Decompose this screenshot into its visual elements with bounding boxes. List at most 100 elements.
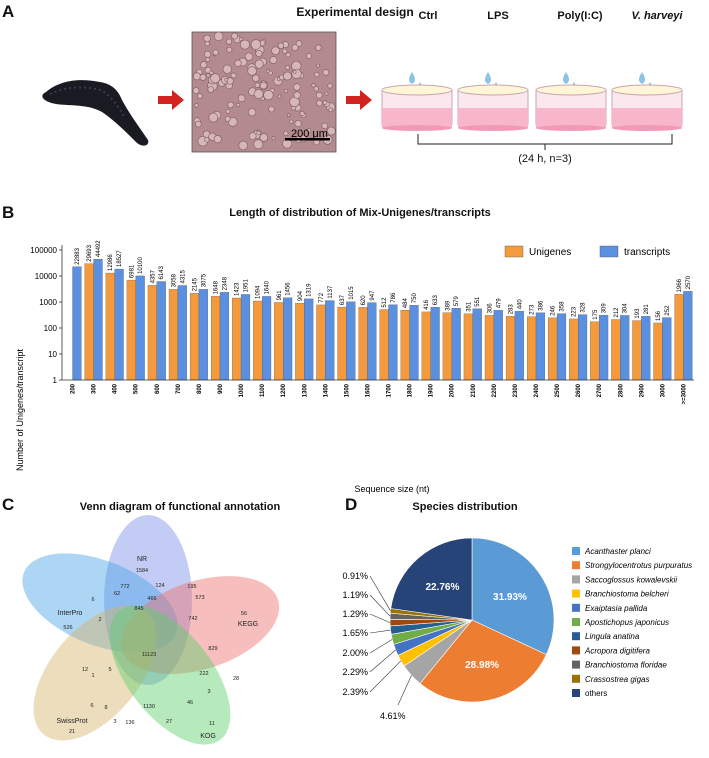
bar-value-label: 2348 — [222, 276, 228, 290]
bar-unigenes — [105, 272, 115, 381]
arrow-icon — [346, 90, 372, 110]
bar-value-label: 22883 — [75, 247, 81, 264]
bar-value-label: 328 — [581, 302, 587, 313]
bar-transcripts — [198, 289, 208, 381]
cell-mark — [271, 46, 280, 56]
cell-mark — [285, 52, 291, 58]
bar-transcripts — [325, 300, 335, 381]
cell-mark — [269, 56, 278, 64]
y-tick-label: 100 — [44, 324, 58, 333]
cell-mark — [292, 69, 297, 74]
bar-transcripts — [599, 315, 609, 381]
bar-value-label: 212 — [614, 307, 620, 318]
cell-mark — [194, 103, 199, 108]
bar-value-label: 786 — [391, 292, 397, 303]
cell-mark — [252, 74, 260, 82]
legend-swatch — [572, 603, 580, 612]
bar-transcripts — [451, 308, 461, 381]
bar-value-label: 1456 — [286, 282, 292, 296]
cell-mark — [314, 71, 320, 78]
legend-swatch — [572, 589, 580, 598]
cell-mark — [322, 69, 330, 76]
x-tick-label: 1600 — [366, 383, 372, 397]
cell-mark — [214, 31, 224, 41]
cell-mark — [200, 61, 208, 69]
cell-mark — [306, 128, 312, 133]
x-tick-label: 1200 — [281, 383, 287, 397]
x-tick-label: >=3000 — [682, 383, 688, 404]
bar-unigenes — [653, 322, 663, 381]
culture-dish — [535, 72, 607, 131]
bar-transcripts — [472, 308, 482, 381]
x-tick-label: 2500 — [555, 383, 561, 397]
bar-transcripts — [72, 266, 82, 381]
venn-set-total: 56 — [241, 611, 247, 617]
bar-transcripts — [135, 275, 145, 381]
cell-mark — [204, 50, 212, 58]
cell-mark — [226, 38, 233, 45]
cell-mark — [291, 68, 302, 79]
drop-icon — [409, 72, 415, 84]
cell-mark — [239, 37, 244, 42]
cell-mark — [321, 122, 328, 130]
legend-swatch — [572, 618, 580, 626]
cell-mark — [316, 99, 323, 107]
venn-set-label: NR — [137, 556, 147, 563]
pie-value-label: 2.00% — [342, 648, 368, 658]
replicate-bracket — [417, 134, 673, 150]
y-tick-label: 100000 — [30, 246, 57, 255]
bar-value-label: 44492 — [96, 240, 102, 257]
treatment-ctrl-label: Ctrl — [418, 10, 438, 22]
legend-label: others — [585, 689, 607, 698]
drop-icon — [639, 72, 645, 84]
bar-value-label: 281 — [644, 304, 650, 315]
bar-value-label: 223 — [572, 306, 578, 317]
bar-unigenes — [253, 300, 263, 381]
x-tick-label: 3000 — [660, 383, 666, 397]
cell-mark — [322, 100, 328, 105]
legend-label: Unigenes — [529, 247, 571, 258]
cell-mark — [254, 59, 264, 69]
cell-mark — [193, 72, 201, 81]
bar-value-label: 156 — [656, 310, 662, 321]
arrow-icon — [158, 90, 184, 110]
bar-transcripts — [620, 315, 630, 381]
x-tick-label: 1900 — [429, 383, 435, 397]
cell-mark — [197, 93, 203, 99]
cell-mark — [205, 57, 210, 62]
bar-transcripts — [493, 310, 503, 381]
treatment-lps-label: LPS — [487, 10, 509, 22]
cell-mark — [315, 91, 323, 99]
cell-mark — [289, 119, 294, 124]
legend-label: Strongylocentrotus purpuratus — [585, 561, 692, 570]
bar-value-label: 637 — [340, 294, 346, 305]
venn-set-kog — [109, 605, 231, 745]
cell-mark — [213, 135, 222, 144]
bar-transcripts — [430, 307, 440, 381]
pie-slice — [390, 537, 473, 621]
cell-mark — [311, 83, 316, 88]
pie-value-label: 1.19% — [342, 590, 368, 600]
x-tick-label: 700 — [176, 383, 182, 394]
bar-value-label: 479 — [496, 298, 502, 309]
cell-mark — [231, 32, 238, 40]
cell-mark — [204, 41, 210, 47]
bar-transcripts — [409, 305, 419, 381]
bar-value-label: 304 — [623, 303, 629, 314]
cell-mark — [265, 69, 270, 74]
cell-mark — [268, 105, 275, 113]
x-tick-label: 2900 — [639, 383, 645, 397]
cell-mark — [253, 139, 264, 150]
cell-mark — [260, 96, 265, 102]
cell-mark — [199, 73, 207, 81]
cell-mark — [259, 133, 268, 142]
bar-transcripts — [367, 302, 377, 381]
venn-region-count: 3 — [207, 689, 210, 695]
bar-transcripts — [304, 298, 314, 381]
cell-mark — [209, 70, 214, 75]
pie-value-label: 4.61% — [380, 711, 406, 721]
venn-set-total: 1584 — [136, 568, 148, 574]
panel-a-title: Experimental design — [296, 5, 414, 19]
venn-region-count: 6 — [91, 597, 94, 603]
